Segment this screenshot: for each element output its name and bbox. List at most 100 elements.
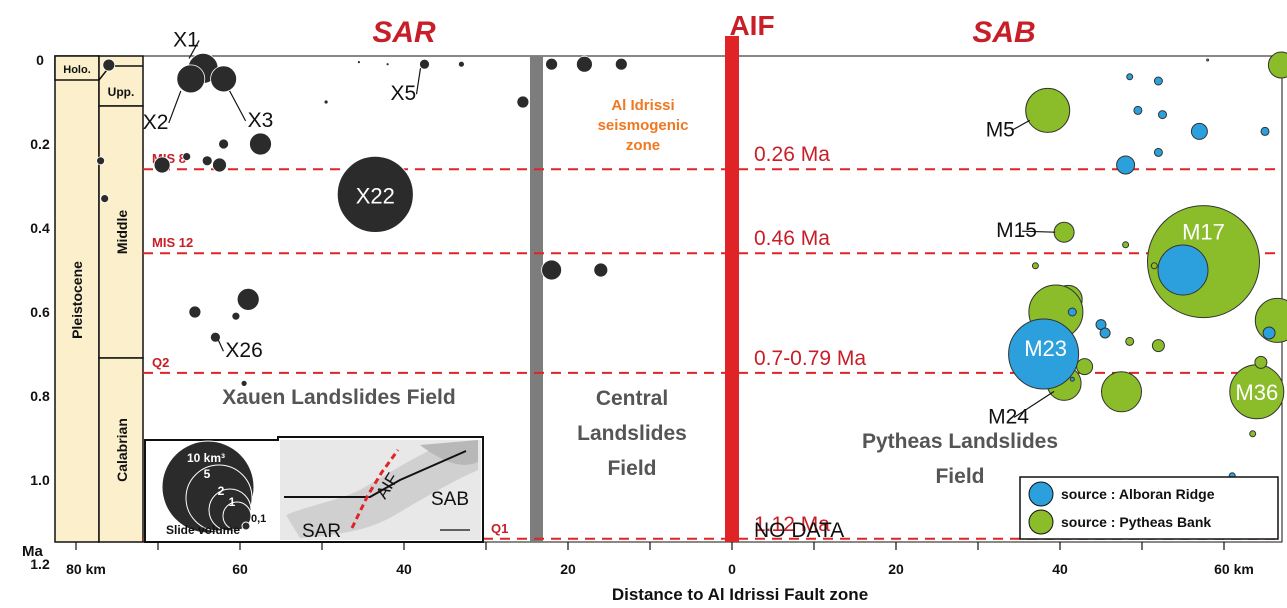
landslide-bubble-xauen <box>212 157 227 173</box>
horizon-age-label: 0.7-0.79 Ma <box>754 347 866 370</box>
bubble-label-x5: X5 <box>391 82 417 105</box>
label-leader <box>188 40 200 59</box>
size-legend-01 <box>241 521 251 531</box>
landslide-bubble-xauen <box>249 132 272 156</box>
landslide-bubble-xauen <box>356 60 361 64</box>
inset-panel: SAR SAB AIF 10 km³ 5 2 1 0,1 Slide volum… <box>144 436 484 543</box>
title-aif: AIF <box>729 10 774 41</box>
landslide-bubble-xauen <box>323 99 329 105</box>
landslide-bubble-pytheas <box>1150 262 1158 270</box>
aif-fault-bar-top <box>725 36 739 56</box>
y-tick-label: 0 <box>36 52 44 68</box>
horizon-mis-label: Q1 <box>491 521 508 536</box>
inset-sar-label: SAR <box>302 521 341 542</box>
label-leader <box>1013 390 1055 418</box>
x-tick-label: 80 km <box>66 561 106 577</box>
landslide-bubble-pytheas <box>1249 430 1257 438</box>
size-1-label: 1 <box>229 495 236 509</box>
legend-alboran-label: source : Alboran Ridge <box>1061 486 1215 502</box>
landslide-bubble-xauen <box>541 259 562 281</box>
bubble-label-x26: X26 <box>225 339 262 362</box>
y-tick-label: 0.4 <box>30 220 50 236</box>
landslide-bubble-alboran <box>1157 244 1209 296</box>
landslide-bubble-alboran <box>1260 126 1270 136</box>
legend-pytheas-label: source : Pytheas Bank <box>1061 514 1211 530</box>
landslide-bubble-pytheas <box>1267 51 1287 79</box>
central-field-boundary-bar <box>530 56 543 542</box>
legend-box <box>1019 476 1279 540</box>
central-field-label-3: Field <box>607 457 656 480</box>
landslide-bubble-xauen <box>576 55 593 73</box>
landslide-bubble-alboran <box>1158 110 1167 120</box>
landslide-bubble-xauen <box>96 156 105 166</box>
horizon-age-label: 0.26 Ma <box>754 143 830 166</box>
horizon-age-label: 1.12 Ma <box>754 513 830 536</box>
label-leader <box>229 90 247 122</box>
landslide-bubble-pytheas <box>1125 336 1135 346</box>
landslide-bubble-alboran <box>1133 105 1143 115</box>
y-tick-label: 0.6 <box>30 304 50 320</box>
landslide-bubble-pytheas <box>1254 355 1268 369</box>
landslide-bubble-alboran <box>1153 147 1163 157</box>
x-tick-label: 0 <box>728 561 736 577</box>
size-5-label: 5 <box>204 467 211 481</box>
bubble-label-x3: X3 <box>248 109 274 132</box>
landslide-bubble-xauen <box>516 95 530 109</box>
no-data-label: NO DATA <box>754 519 844 542</box>
landslide-bubble-alboran <box>1126 73 1134 81</box>
label-leader <box>1022 230 1056 233</box>
legend-alboran-swatch <box>1028 481 1054 507</box>
y-tick-label: 0.2 <box>30 136 50 152</box>
landslide-bubble-pytheas <box>1151 339 1165 353</box>
y-tick-label: 0.8 <box>30 388 50 404</box>
size-01-label: 0,1 <box>251 513 266 525</box>
landslide-bubble-xauen <box>210 65 238 93</box>
landslide-bubble-xauen <box>457 60 465 68</box>
landslide-bubble-xauen <box>176 64 206 94</box>
landslide-bubble-xauen <box>182 152 192 162</box>
landslide-bubble-xauen <box>100 194 110 204</box>
aif-fault-bar <box>725 56 739 542</box>
landslide-bubble-alboran <box>1116 155 1136 175</box>
landslide-bubble-xauen <box>236 287 260 311</box>
middle-label: Middle <box>114 210 130 255</box>
bubble-label-m5: M5 <box>986 118 1015 141</box>
size-10-label: 10 km³ <box>187 451 225 465</box>
landslide-bubble-pytheas <box>1076 358 1094 376</box>
pytheas-field-label-2: Field <box>935 465 984 488</box>
pytheas-field-label-1: Pytheas Landslides <box>862 430 1058 453</box>
landslide-bubble-alboran <box>1190 122 1208 140</box>
landslide-bubble-pytheas <box>1206 58 1210 62</box>
x-tick-label: 60 km <box>1214 561 1254 577</box>
x-axis: 80 km 60 40 20 0 20 40 60 km <box>66 542 1254 577</box>
landslide-bubble-xauen <box>201 155 213 167</box>
landslide-bubble-xauen <box>614 57 628 71</box>
y-unit-label: Ma <box>22 543 43 560</box>
landslide-bubble-xauen <box>153 156 171 174</box>
central-field-label-1: Central <box>596 387 668 410</box>
landslide-bubble-pytheas <box>1101 371 1142 413</box>
label-leader <box>168 90 182 124</box>
landslide-bubble-xauen <box>218 138 230 150</box>
calabrian-label: Calabrian <box>114 418 130 482</box>
landslide-bubble-alboran <box>1099 327 1111 339</box>
seismogenic-zone-label: Al Idrissi seismogenic zone <box>598 97 689 154</box>
bubble-label-m24: M24 <box>988 405 1029 428</box>
label-leader <box>415 68 422 95</box>
landslide-bubble-xauen <box>385 62 390 67</box>
landslide-bubble-xauen <box>545 57 558 71</box>
x-tick-label: 40 <box>396 561 412 577</box>
holo-label: Holo. <box>63 64 91 76</box>
label-leader <box>217 339 224 352</box>
zone-line-3: zone <box>626 137 660 154</box>
size-2-label: 2 <box>218 484 225 498</box>
landslide-bubble-xauen <box>231 311 241 321</box>
legend: source : Alboran Ridge source : Pytheas … <box>1019 476 1279 540</box>
landslide-bubble-xauen <box>102 58 116 72</box>
landslide-bubble-alboran <box>1067 307 1077 317</box>
bubble-label-x22: X22 <box>356 183 395 208</box>
stratigraphic-column: Holo. Upp. Pleistocene Middle Calabrian <box>54 55 144 543</box>
landslide-bubble-alboran <box>1008 318 1080 390</box>
